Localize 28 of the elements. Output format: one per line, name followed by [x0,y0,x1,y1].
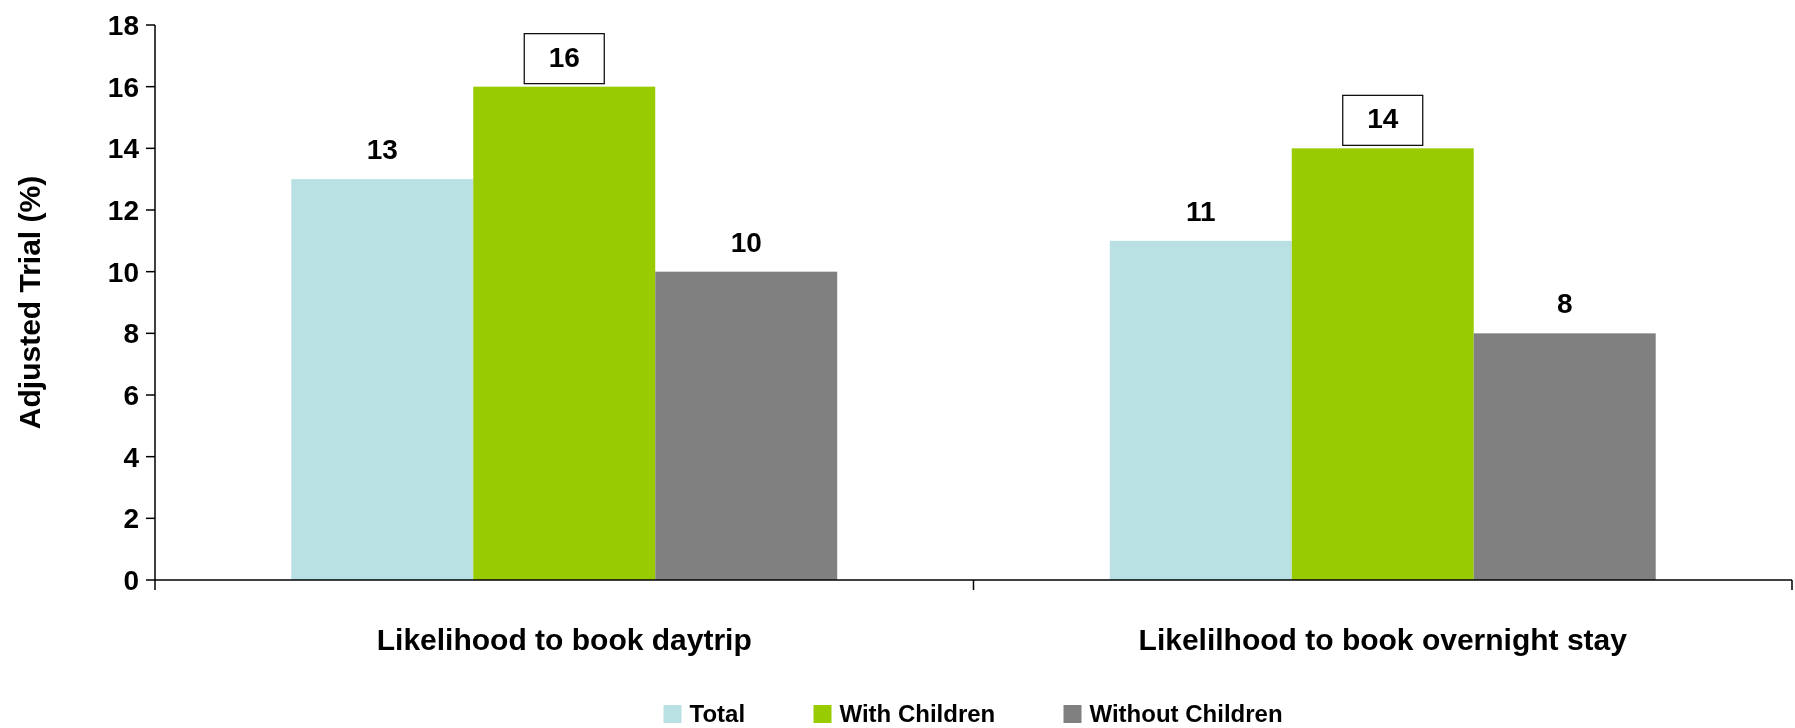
y-tick-label: 6 [123,380,139,411]
y-tick-label: 4 [123,441,140,473]
data-label: 11 [1185,195,1216,227]
y-tick-label: 10 [107,256,139,288]
y-axis-title: Adjusted Trial (%) [13,175,46,430]
bar [473,86,656,580]
x-tick-label: Likelilhood to book overnight stay [1138,623,1628,656]
bar [1291,148,1474,580]
bar [655,271,838,580]
legend-label: Total [689,700,746,727]
y-tick-label: 14 [107,133,140,165]
y-tick-label: 2 [123,503,139,535]
data-label: 10 [730,226,762,258]
y-tick-label: 0 [123,565,139,596]
data-label: 13 [366,134,398,166]
legend-label: Without Children [1089,700,1283,727]
bar [1473,333,1656,580]
legend-label: With Children [839,700,996,727]
y-tick-label: 16 [107,71,139,103]
bar [1109,240,1292,580]
data-label: 8 [1556,288,1573,320]
data-label: 16 [548,41,580,73]
x-tick-label: Likelihood to book daytrip [376,623,752,656]
y-tick-label: 12 [107,195,139,226]
bar [291,179,474,580]
y-tick-label: 18 [107,10,139,41]
y-tick-label: 8 [123,318,139,350]
data-label: 14 [1367,103,1399,135]
